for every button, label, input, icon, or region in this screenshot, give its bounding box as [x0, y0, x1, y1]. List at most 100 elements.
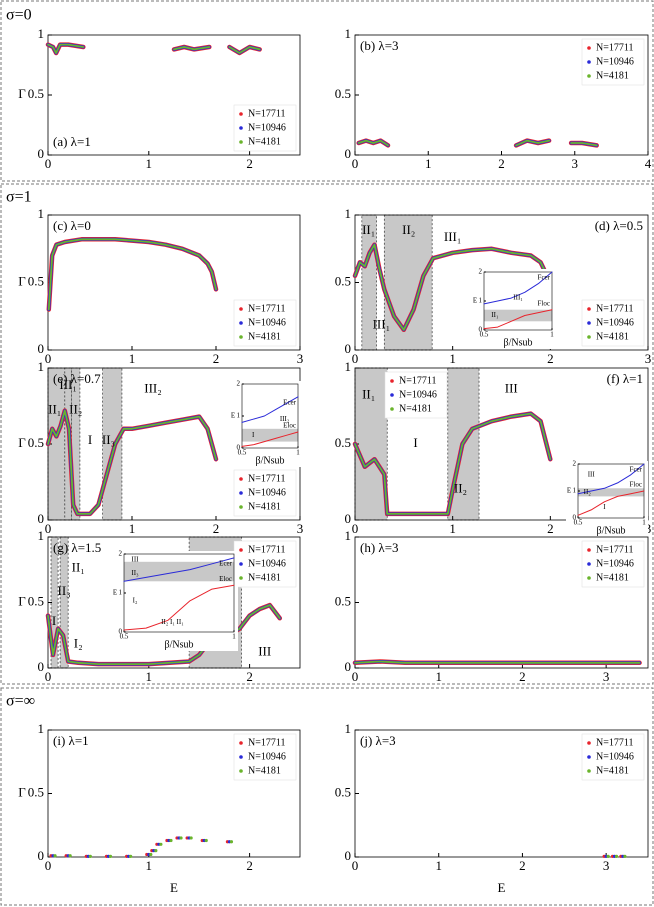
x-tick-label: 0 — [45, 156, 52, 171]
legend-swatch — [239, 477, 243, 481]
shaded-region — [354, 367, 388, 521]
inset-curve-label: Eloc — [283, 422, 296, 430]
x-tick-label: 1 — [425, 156, 432, 171]
inset-y-tick-label: 0 — [119, 628, 123, 636]
point — [88, 854, 92, 858]
y-axis-label: Γ — [18, 86, 26, 101]
legend-swatch — [239, 548, 243, 552]
legend-label: N=10946 — [596, 317, 634, 328]
section-box — [0, 687, 654, 906]
panel-title: (f) λ=1 — [607, 371, 643, 386]
y-tick-label: 1 — [345, 528, 352, 543]
legend-label: N=17711 — [248, 737, 286, 748]
inset-y-label: E — [473, 297, 477, 305]
legend-label: N=4181 — [248, 572, 281, 583]
legend-label: N=10946 — [596, 751, 634, 762]
x-tick-label: 2 — [498, 156, 505, 171]
x-tick-label: 0 — [45, 521, 52, 536]
y-tick-label: 0 — [38, 341, 45, 356]
legend-label: N=17711 — [596, 544, 634, 555]
x-tick-label: 1 — [146, 669, 153, 684]
y-axis-label: Γ — [18, 784, 26, 799]
region-label: III₁ — [59, 377, 77, 392]
x-tick-label: 0 — [45, 669, 52, 684]
y-axis-label: Γ — [18, 273, 26, 288]
series-line — [356, 138, 599, 148]
region-label: I — [413, 435, 417, 450]
series-line — [357, 139, 599, 147]
legend-swatch — [239, 576, 243, 580]
region-label: II₁ — [72, 559, 85, 574]
inset-y-tick-label: 2 — [479, 268, 483, 276]
inset-x-tick-label: 1 — [232, 633, 236, 641]
inset-x-tick-label: 1 — [296, 449, 300, 457]
point — [149, 852, 153, 857]
legend-swatch — [239, 491, 243, 495]
series-line — [47, 43, 261, 54]
legend-label: N=4181 — [399, 403, 432, 414]
inset-curve-label: Ecer — [219, 560, 232, 568]
legend-swatch — [587, 562, 591, 566]
x-tick-label: 1 — [435, 858, 442, 873]
legend-swatch — [239, 321, 243, 325]
x-tick-label: 0 — [352, 156, 359, 171]
legend-label: N=4181 — [248, 136, 281, 147]
region-label: I₂ — [74, 635, 83, 650]
inset-x-tick-label: 0.5 — [574, 519, 583, 527]
legend-label: N=17711 — [248, 544, 286, 555]
inset-region-label: III₁ — [513, 294, 522, 302]
inset-y-tick-label: 0 — [237, 444, 241, 452]
inset-x-tick-label: 1 — [550, 331, 554, 339]
region-label: III — [505, 380, 518, 395]
inset-curve-label: Fcer — [538, 274, 551, 282]
x-tick-label: 1 — [129, 351, 136, 366]
inset-curve — [123, 584, 235, 631]
inset-x-tick-label: 0.5 — [238, 449, 247, 457]
point — [623, 854, 627, 858]
legend-swatch — [587, 741, 591, 745]
legend-box — [384, 371, 448, 419]
inset-curve — [577, 463, 645, 495]
inset-region-label: I — [252, 431, 255, 439]
x-tick-label: 2 — [547, 351, 554, 366]
legend-label: N=4181 — [596, 70, 629, 81]
legend-swatch — [587, 74, 591, 78]
panel-title: (g) λ=1.5 — [53, 540, 101, 555]
point — [68, 854, 72, 858]
inset-y-tick-label: 2 — [119, 550, 123, 558]
inset-band — [484, 309, 552, 322]
inset-curve-label: Ecer — [283, 398, 296, 406]
x-tick-label: 1 — [129, 521, 136, 536]
region-label: III₁ — [373, 317, 391, 332]
y-tick-label: 0 — [38, 848, 45, 863]
x-tick-label: 3 — [297, 351, 304, 366]
point — [189, 836, 193, 840]
y-tick-label: 0.5 — [335, 86, 351, 101]
legend-swatch — [390, 407, 394, 411]
panel-title: (a) λ=1 — [53, 134, 91, 149]
section-box — [0, 0, 654, 182]
inset-curve-label: Floc — [630, 481, 642, 489]
legend-swatch — [587, 307, 591, 311]
legend-swatch — [587, 46, 591, 50]
inset-curve-label: Floc — [538, 299, 550, 307]
legend-box — [581, 540, 645, 588]
inset-region-label: III — [132, 555, 140, 563]
x-tick-label: 3 — [645, 351, 652, 366]
x-tick-label: 2 — [246, 858, 253, 873]
x-tick-label: 1 — [449, 351, 456, 366]
panel-title: (b) λ=3 — [360, 38, 399, 53]
point — [169, 838, 173, 843]
y-tick-label: 0 — [345, 659, 352, 674]
y-tick-label: 0 — [345, 848, 352, 863]
inset-y-tick-label: 0 — [573, 514, 577, 522]
legend-label: N=17711 — [248, 108, 286, 119]
inset-region-label: III₂ — [280, 415, 290, 423]
inset-y-tick-label: 1 — [237, 412, 241, 420]
y-tick-label: 1 — [38, 528, 45, 543]
legend-label: N=10946 — [248, 558, 286, 569]
region-label: II₂ — [402, 222, 415, 237]
x-tick-label: 1 — [435, 669, 442, 684]
legend-label: N=10946 — [399, 389, 437, 400]
inset-y-tick-label: 0 — [479, 326, 483, 334]
